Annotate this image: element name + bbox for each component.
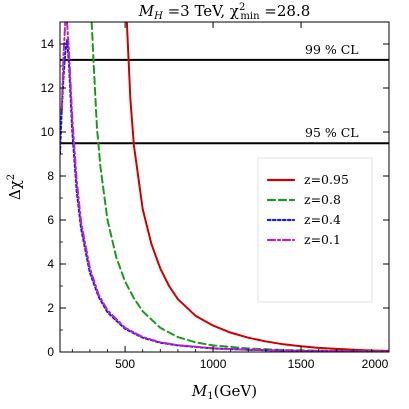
title-chi-sub: min — [240, 11, 260, 22]
y-tick-label: 14 — [41, 37, 55, 51]
x-axis-label-sub: 1 — [207, 391, 213, 402]
x-axis-label-main: M — [191, 382, 208, 400]
y-tick-label: 12 — [41, 81, 55, 95]
y-tick-label: 4 — [47, 257, 54, 271]
legend-box — [257, 157, 373, 303]
y-tick-label: 6 — [47, 213, 54, 227]
reference-label-95cl: 95 % CL — [305, 125, 359, 140]
curves-group — [60, 22, 389, 352]
title-main: M — [138, 2, 155, 20]
series-line-3 — [60, 22, 389, 352]
legend-label: z=0.8 — [304, 192, 341, 207]
x-tick-label: 1500 — [288, 357, 315, 371]
x-axis-label: M1(GeV) — [191, 382, 257, 402]
legend-label: z=0.4 — [304, 212, 341, 227]
series-line-2 — [60, 38, 389, 352]
y-tick-label: 8 — [47, 169, 54, 183]
reference-labels-group: 99 % CL 95 % CL — [305, 42, 359, 140]
y-tick-label: 0 — [47, 345, 54, 359]
y-tick-label: 2 — [47, 301, 54, 315]
plot-frame — [59, 21, 390, 353]
reference-label-99cl: 99 % CL — [305, 42, 359, 57]
legend-label: z=0.1 — [304, 232, 341, 247]
y-axis-label-main: Δχ — [6, 180, 24, 200]
x-axis-label-unit: (GeV) — [214, 382, 257, 400]
y-tick-label: 10 — [41, 125, 55, 139]
ticks-group: 500 1000 1500 2000 0 2 4 6 8 10 12 14 — [41, 21, 390, 371]
title-middle: =3 TeV, χ — [163, 2, 239, 20]
y-axis-label: Δχ2 — [6, 174, 24, 200]
x-tick-label: 2000 — [362, 357, 389, 371]
title-chi-sup: 2 — [239, 2, 245, 13]
x-tick-label: 500 — [115, 357, 135, 371]
chart-title: MH =3 TeV, χ2 min =28.8 — [138, 2, 311, 22]
title-main-sub: H — [153, 11, 163, 22]
legend: z=0.95 z=0.8 z=0.4 z=0.1 — [257, 157, 373, 303]
series-line-0 — [125, 22, 389, 352]
y-axis-label-sup: 2 — [6, 174, 17, 180]
title-tail: =28.8 — [260, 2, 311, 20]
legend-label: z=0.95 — [304, 172, 349, 187]
x-tick-label: 1000 — [200, 357, 227, 371]
